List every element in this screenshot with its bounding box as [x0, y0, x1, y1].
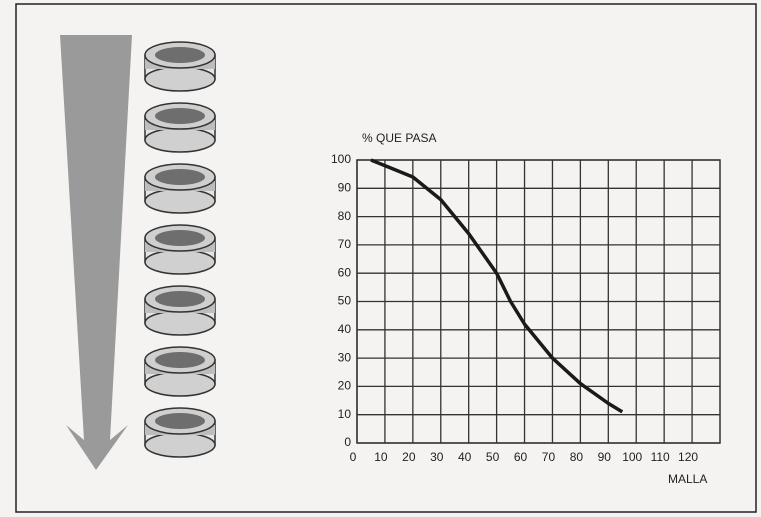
y-tick-label: 90	[338, 180, 352, 194]
sieve-bottom	[145, 67, 215, 91]
x-tick-label: 120	[678, 450, 698, 464]
y-tick-label: 100	[331, 152, 351, 166]
y-tick-label: 40	[338, 322, 352, 336]
figure: % QUE PASA MALLA 0 10 20 30 40 50 60 70 80 90 100 0…	[0, 0, 761, 517]
sieve-material	[155, 47, 205, 63]
x-axis-label: MALLA	[668, 472, 707, 486]
y-tick-label: 10	[338, 407, 352, 421]
sieve-material	[155, 108, 205, 124]
x-tick-label: 50	[486, 450, 500, 464]
x-tick-label: 30	[430, 450, 444, 464]
sieve-bottom	[145, 250, 215, 274]
x-tick-label: 90	[598, 450, 612, 464]
y-axis-label: % QUE PASA	[362, 131, 436, 145]
y-tick-label: 30	[338, 350, 352, 364]
x-tick-label: 40	[458, 450, 472, 464]
y-tick-label: 50	[338, 294, 352, 308]
sieve-bottom	[145, 311, 215, 335]
x-tick-label: 70	[542, 450, 556, 464]
y-tick-label: 60	[338, 265, 352, 279]
sieve-material	[155, 291, 205, 307]
x-tick-label: 0	[350, 450, 357, 464]
x-tick-label: 110	[651, 450, 670, 464]
x-tick-label: 80	[570, 450, 584, 464]
sieve-bottom	[145, 128, 215, 152]
sieve-bottom	[145, 189, 215, 213]
sieve-material	[155, 169, 205, 185]
x-tick-label: 60	[514, 450, 528, 464]
sieve-material	[155, 413, 205, 429]
x-tick-label: 100	[622, 450, 642, 464]
y-tick-label: 20	[338, 379, 352, 393]
y-tick-label: 70	[338, 237, 352, 251]
sieve-material	[155, 352, 205, 368]
x-tick-label: 10	[374, 450, 388, 464]
sieve-bottom	[145, 433, 215, 457]
y-tick-label: 0	[344, 435, 351, 449]
sieve-material	[155, 230, 205, 246]
sieve-bottom	[145, 372, 215, 396]
y-tick-label: 80	[338, 209, 352, 223]
x-tick-label: 20	[402, 450, 416, 464]
